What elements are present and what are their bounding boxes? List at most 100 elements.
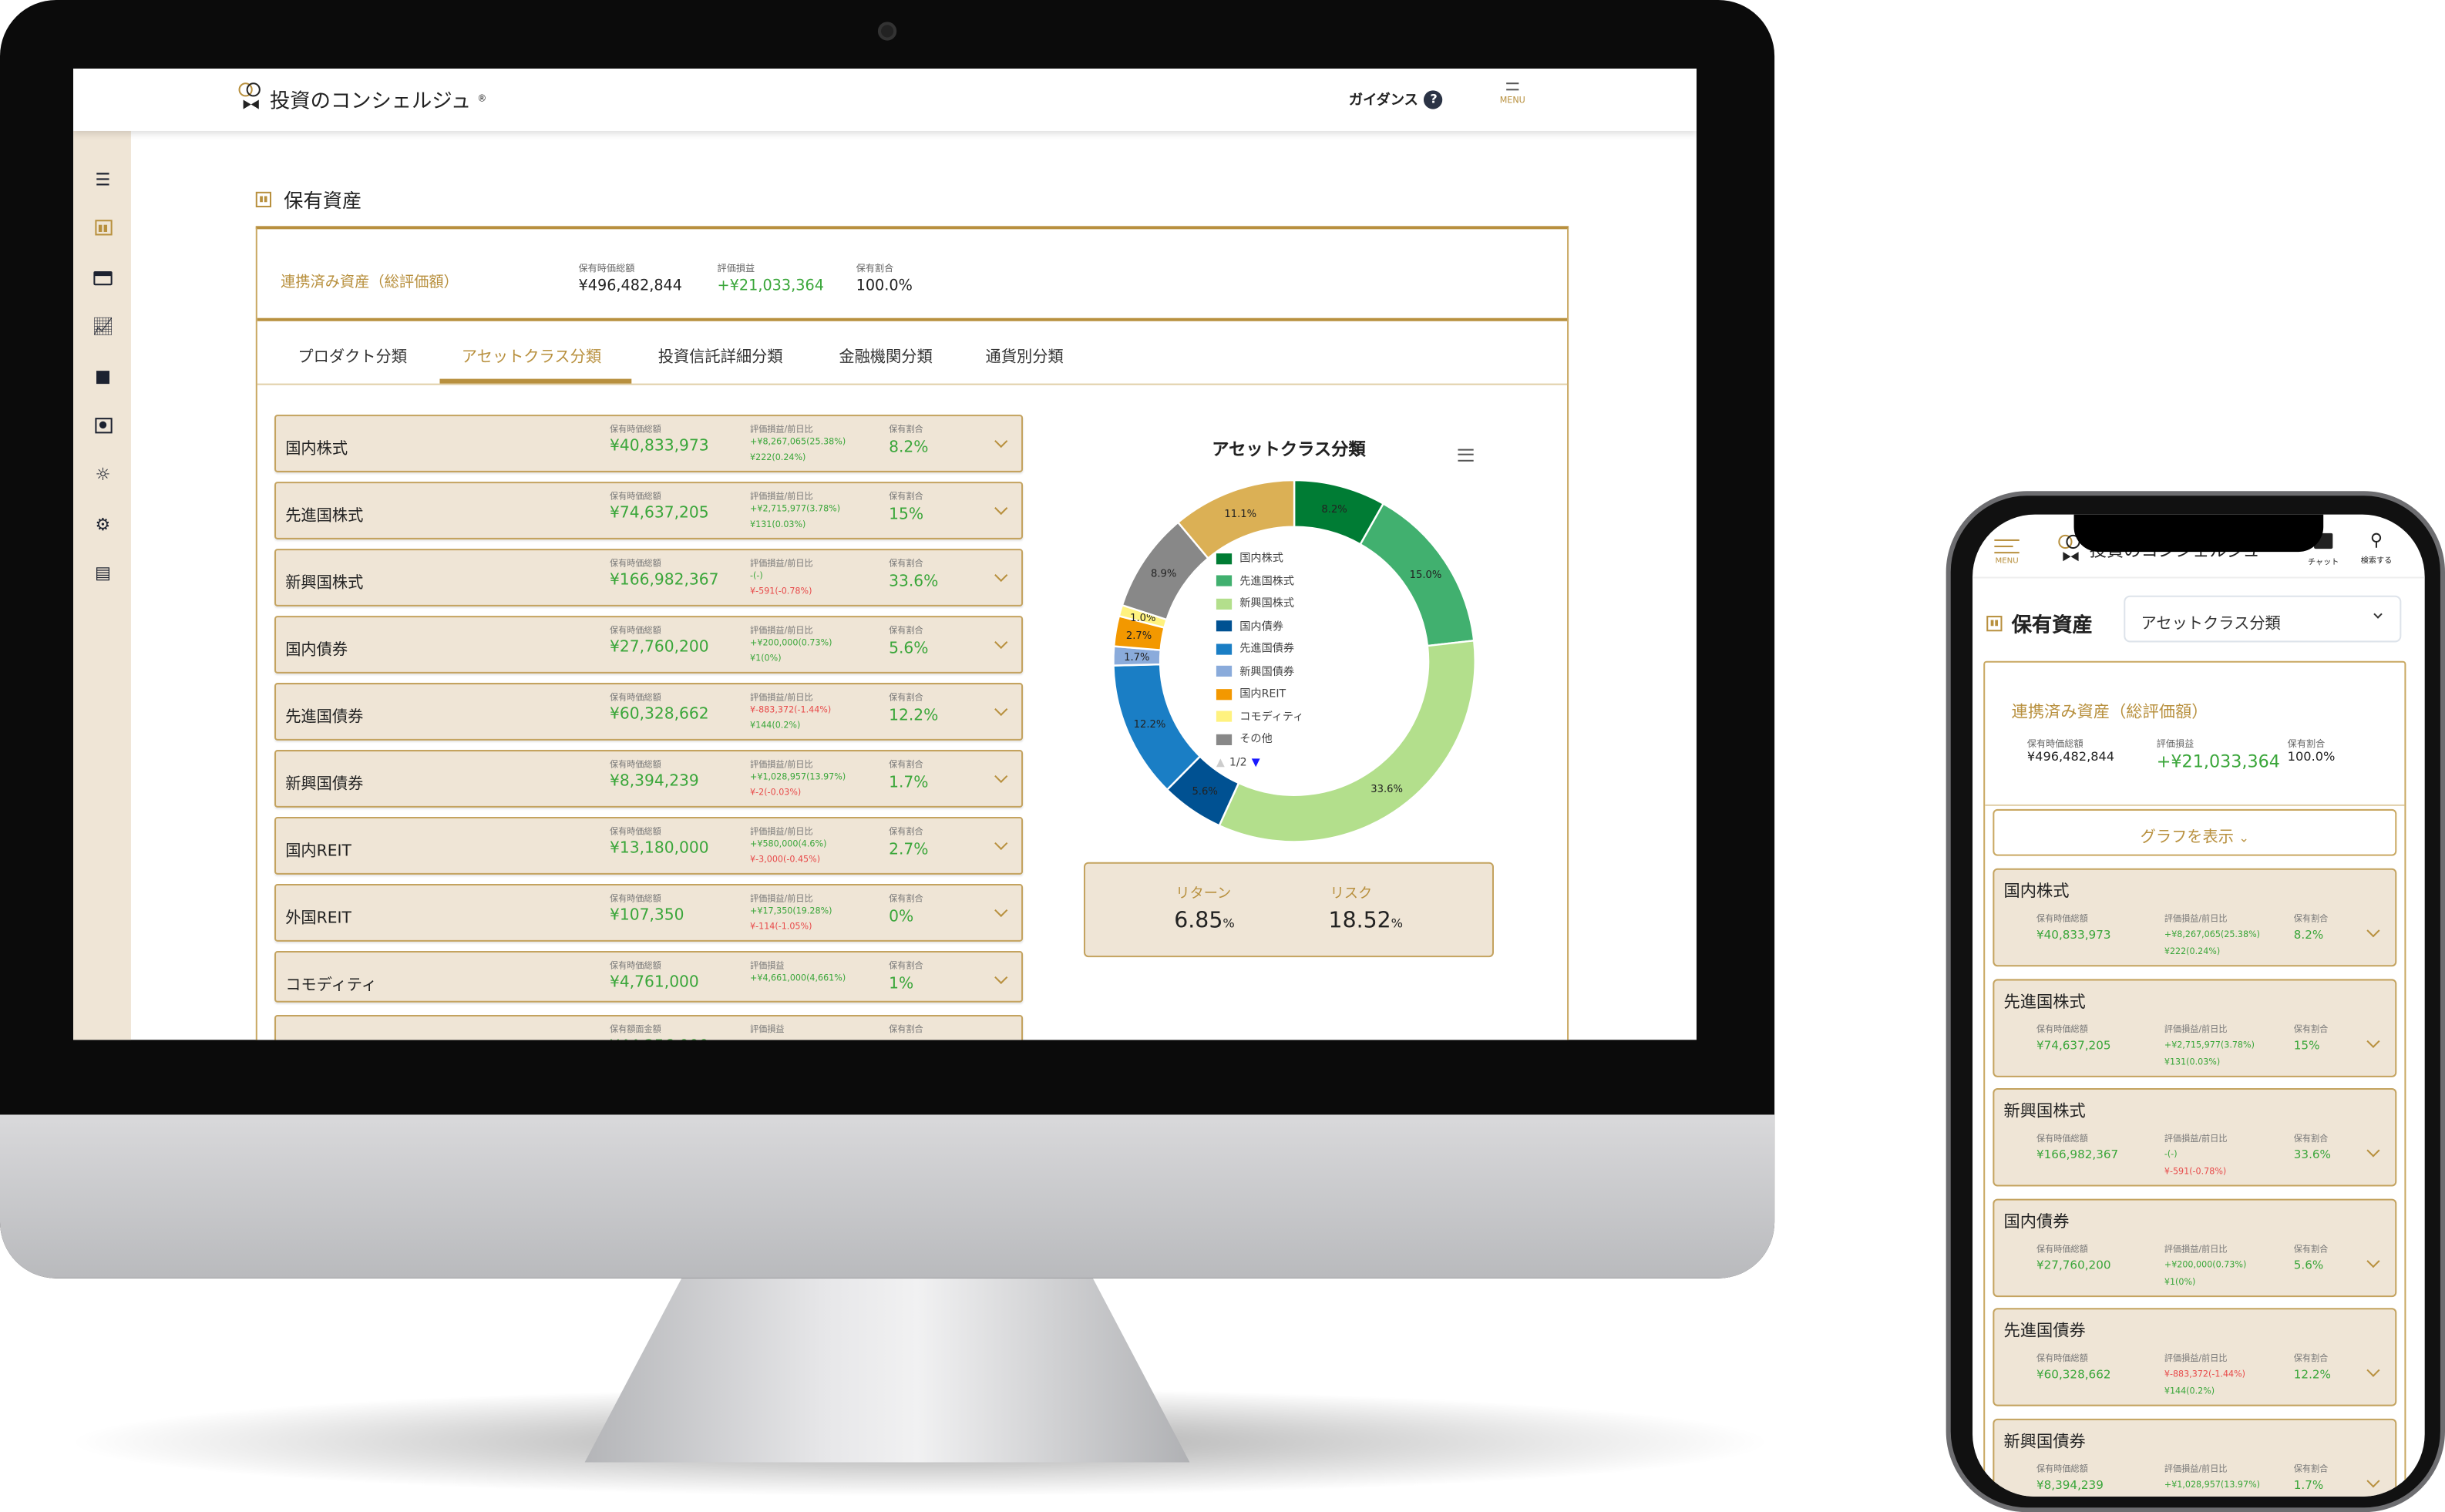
chat-bubbles-icon[interactable]: ■ [94, 365, 112, 386]
daily-change: ¥1(0%) [750, 654, 782, 664]
app-logo[interactable]: 投資のコンシェルジュ ® [238, 82, 486, 113]
asset-class-row[interactable]: 外国REIT 保有時価総額 ¥107,350 評価損益/前日比 +¥17,350(19.… [274, 884, 1024, 942]
ratio-label: 保有割合 [889, 828, 923, 838]
asset-class-row[interactable]: 国内債券 保有時価総額 ¥27,760,200 評価損益/前日比 +¥200,000(0… [274, 616, 1024, 674]
tab-institution[interactable]: 金融機関分類 [839, 349, 933, 367]
legend-item[interactable]: 先進国株式 [1216, 570, 1303, 592]
chart-menu-icon[interactable] [1458, 449, 1474, 462]
return-unit: % [1222, 916, 1235, 931]
menu-icon [1506, 82, 1519, 91]
chevron-down-icon[interactable] [994, 1034, 1008, 1040]
chevron-down-icon[interactable] [994, 568, 1008, 583]
search-button[interactable]: ⚲ 検索する [2361, 531, 2392, 566]
legend-item[interactable]: 国内REIT [1216, 683, 1303, 705]
ratio-value: 33.6% [889, 573, 939, 591]
mobile-asset-class-row[interactable]: 国内株式 保有時価総額 ¥40,833,973 評価損益/前日比 +¥8,267,065… [1993, 868, 2397, 967]
chevron-down-icon[interactable] [2366, 1473, 2380, 1487]
chevron-down-icon[interactable] [994, 903, 1008, 917]
slice-data-label: 2.7% [1126, 630, 1152, 642]
ratio-label: 保有割合 [2293, 1354, 2329, 1365]
asset-class-name: コモディティ [285, 977, 377, 995]
classification-select[interactable]: アセットクラス分類 [2124, 595, 2402, 643]
market-value-label: 保有時価総額 [2036, 1354, 2088, 1365]
chevron-down-icon[interactable] [994, 769, 1008, 784]
camera [877, 22, 897, 41]
daily-change: ¥-3,000(-0.45%) [750, 855, 821, 865]
mobile-asset-class-row[interactable]: 先進国株式 保有時価総額 ¥74,637,205 評価損益/前日比 +¥2,715,97… [1993, 978, 2397, 1077]
gear-icon[interactable]: ⚙ [95, 513, 111, 534]
menu-button[interactable]: MENU [1495, 82, 1530, 106]
mobile-summary-title: 連携済み資産（総評価額） [2011, 703, 2208, 722]
market-value: ¥8,394,239 [2036, 1477, 2104, 1491]
legend-item[interactable]: 新興国債券 [1216, 660, 1303, 683]
asset-class-row[interactable]: 国内株式 保有時価総額 ¥40,833,973 評価損益/前日比 +¥8,267,065… [274, 415, 1024, 472]
market-value-label: 保有時価総額 [2036, 915, 2088, 925]
chevron-down-icon[interactable] [2366, 1144, 2380, 1158]
chevron-down-icon[interactable] [2366, 924, 2380, 938]
chevron-down-icon[interactable] [994, 702, 1008, 717]
asset-class-row[interactable]: 新興国債券 保有時価総額 ¥8,394,239 評価損益/前日比 +¥1,028,957… [274, 750, 1024, 808]
legend-item[interactable]: 国内株式 [1216, 547, 1303, 570]
lightbulb-icon[interactable]: ☼ [95, 463, 111, 485]
credit-card-icon[interactable] [92, 267, 113, 288]
legend-pager: ▲ 1/2 ▼ [1216, 751, 1303, 772]
market-value-label: 保有時価総額 [609, 761, 661, 771]
contact-card-icon[interactable]: ● [92, 415, 113, 436]
bar-chart-icon[interactable]: ▮▮ [92, 217, 113, 238]
asset-class-row[interactable]: コモディティ 保有時価総額 ¥4,761,000 評価損益 +¥4,661,000(4,… [274, 951, 1024, 1003]
line-chart-icon[interactable]: 📈︎ [92, 315, 114, 336]
mobile-asset-class-row[interactable]: 新興国債券 保有時価総額 ¥8,394,239 評価損益/前日比 +¥1,028,957… [1993, 1417, 2397, 1497]
daily-change: ¥-114(-1.05%) [750, 922, 812, 932]
ratio-label: 保有割合 [889, 895, 923, 905]
donut-slice[interactable] [1176, 479, 1296, 560]
risk-unit: % [1391, 916, 1404, 931]
donut-slice[interactable] [1218, 639, 1476, 843]
mobile-menu-button[interactable]: MENU [1994, 539, 2020, 566]
legend-item[interactable]: コモディティ [1216, 705, 1303, 727]
asset-class-name: 国内REIT [285, 843, 351, 861]
legend-item[interactable]: その他 [1216, 728, 1303, 751]
asset-class-row[interactable]: 国内REIT 保有時価総額 ¥13,180,000 評価損益/前日比 +¥580,000… [274, 817, 1024, 875]
chevron-down-icon[interactable] [994, 836, 1008, 851]
chevron-down-icon[interactable] [994, 434, 1008, 449]
guidance-button[interactable]: ガイダンス ? [1349, 89, 1444, 109]
market-value: ¥166,982,367 [609, 572, 719, 590]
legend-label: 国内株式 [1239, 552, 1283, 565]
asset-class-row[interactable]: 先進国債券 保有時価総額 ¥60,328,662 評価損益/前日比 ¥-883,372(… [274, 683, 1024, 741]
hamburger-icon[interactable]: ☰ [95, 169, 111, 190]
legend-label: 新興国株式 [1239, 597, 1295, 610]
legend-next-arrow-icon[interactable]: ▼ [1251, 755, 1260, 768]
legend-item[interactable]: 新興国株式 [1216, 593, 1303, 615]
market-value-label: 保有時価総額 [609, 425, 661, 435]
legend-item[interactable]: 国内債券 [1216, 615, 1303, 637]
tab-currency[interactable]: 通貨別分類 [985, 349, 1064, 367]
document-icon[interactable]: ▤ [94, 562, 112, 583]
summary-row: 連携済み資産（総評価額） 保有時価総額 ¥496,482,844 評価損益 +¥… [257, 229, 1568, 321]
mobile-asset-class-row[interactable]: 先進国債券 保有時価総額 ¥60,328,662 評価損益/前日比 ¥-883,372(… [1993, 1308, 2397, 1406]
ratio-value: 12.2% [889, 707, 939, 725]
chevron-down-icon[interactable] [994, 635, 1008, 650]
tab-product[interactable]: プロダクト分類 [298, 349, 407, 367]
asset-class-row[interactable]: 先進国株式 保有時価総額 ¥74,637,205 評価損益/前日比 +¥2,715,97… [274, 482, 1024, 539]
mobile-asset-class-row[interactable]: 新興国株式 保有時価総額 ¥166,982,367 評価損益/前日比 -(-) ¥-591… [1993, 1088, 2397, 1187]
gain-value: +¥8,267,065(25.38%) [2164, 930, 2261, 940]
chevron-down-icon[interactable] [994, 970, 1008, 984]
desktop-screen: 投資のコンシェルジュ ® ガイダンス ? MENU ☰ ▮▮ 📈︎ ■ ● ☼ [73, 69, 1697, 1040]
asset-class-row[interactable]: 新興国株式 保有時価総額 ¥166,982,367 評価損益/前日比 -(-) ¥-591… [274, 549, 1024, 606]
chevron-down-icon[interactable] [2366, 1033, 2380, 1047]
chevron-down-icon[interactable] [2366, 1253, 2380, 1268]
chart-title: アセットクラス分類 [1212, 439, 1366, 460]
mobile-asset-class-row[interactable]: 国内債券 保有時価総額 ¥27,760,200 評価損益/前日比 +¥200,000(0… [1993, 1198, 2397, 1297]
page-heading: ▮▮ 保有資産 [255, 184, 362, 213]
tab-fund-detail[interactable]: 投資信託詳細分類 [657, 349, 783, 367]
tab-asset-class[interactable]: アセットクラス分類 [461, 349, 602, 367]
mobile-page-title: 保有資産 [2011, 614, 2093, 638]
legend-item[interactable]: 先進国債券 [1216, 637, 1303, 660]
return-label: リターン [1175, 887, 1232, 903]
show-graph-button[interactable]: グラフを表示 ⌄ [1993, 808, 2397, 856]
chevron-down-icon[interactable] [994, 501, 1008, 516]
chevron-down-icon[interactable] [2366, 1363, 2380, 1377]
chat-label: チャット [2307, 558, 2339, 568]
legend-prev-arrow-icon[interactable]: ▲ [1216, 755, 1225, 768]
